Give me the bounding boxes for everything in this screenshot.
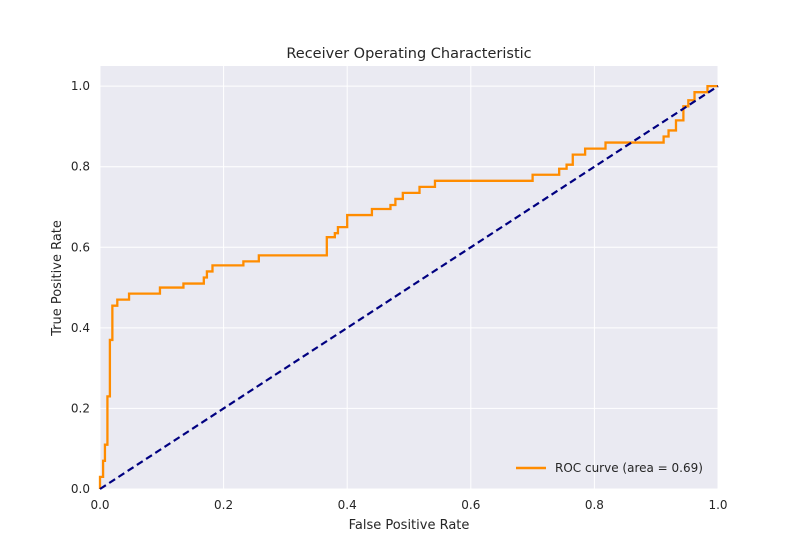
chart-title: Receiver Operating Characteristic (286, 46, 531, 62)
x-tick-label: 0.8 (585, 498, 604, 512)
x-tick-label: 0.2 (214, 498, 233, 512)
y-tick-label: 1.0 (71, 79, 90, 93)
x-tick-label: 1.0 (708, 498, 727, 512)
y-tick-label: 0.8 (71, 160, 90, 174)
tick-labels: 0.0 0.2 0.4 0.6 0.8 1.0 0.0 0.2 0.4 0.6 0.8 1.0 (71, 79, 728, 512)
y-tick-label: 0.6 (71, 240, 90, 254)
plot-background (100, 66, 718, 489)
y-tick-label: 0.4 (71, 321, 90, 335)
legend-label-roc: ROC curve (area = 0.69) (555, 461, 703, 475)
series-lines (98, 84, 719, 490)
y-tick-label: 0.2 (71, 401, 90, 415)
y-axis-label: True Positive Rate (50, 220, 65, 337)
x-tick-label: 0.0 (90, 498, 109, 512)
grid-lines (99, 66, 719, 490)
x-tick-label: 0.6 (461, 498, 480, 512)
x-tick-label: 0.4 (338, 498, 357, 512)
roc-curve-line (98, 84, 718, 489)
x-axis-label: False Positive Rate (349, 518, 470, 533)
y-tick-label: 0.0 (71, 482, 90, 496)
legend: ROC curve (area = 0.69) (516, 461, 703, 475)
chance-diagonal-line (99, 85, 719, 490)
